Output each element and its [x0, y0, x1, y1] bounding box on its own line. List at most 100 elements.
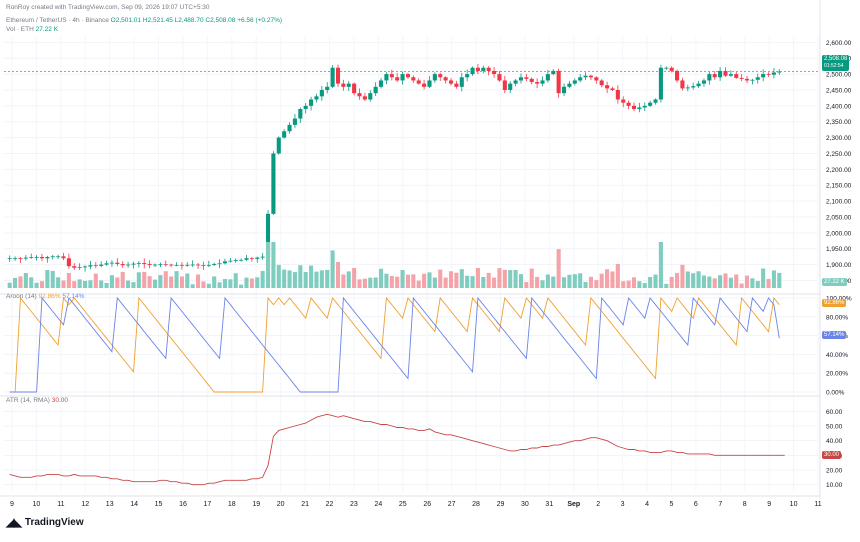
- aroon-down-legend-value: 57.14%: [62, 293, 85, 300]
- volume-bar: [626, 280, 631, 288]
- volume-bar: [524, 282, 529, 288]
- volume-bar: [400, 270, 405, 288]
- candle-body: [465, 74, 470, 78]
- x-tick-label: 9: [10, 501, 14, 508]
- candle-body: [303, 105, 308, 110]
- candle-body: [212, 263, 217, 265]
- volume-bar: [239, 284, 244, 288]
- volume-bar: [384, 273, 389, 288]
- candle-body: [39, 256, 45, 259]
- candle-body: [228, 260, 233, 262]
- aroon-up-legend-value: 92.86%: [38, 293, 61, 300]
- volume-bar: [492, 277, 497, 288]
- volume-bar: [99, 280, 104, 288]
- volume-bar: [368, 277, 373, 288]
- candle-body: [405, 74, 410, 78]
- volume-bar: [761, 268, 766, 288]
- volume-bar: [438, 269, 443, 288]
- candle-body: [282, 131, 287, 138]
- volume-bar: [233, 273, 238, 288]
- candle-body: [427, 80, 432, 87]
- price-axis-tick: 2,050.00: [826, 214, 852, 221]
- candle-body: [136, 263, 141, 264]
- x-tick-label: 25: [399, 501, 407, 508]
- volume-bar: [7, 282, 12, 288]
- volume-bar: [508, 270, 513, 288]
- price-badge-timer: 01:52:54: [824, 63, 844, 69]
- volume-bar: [669, 276, 674, 288]
- candle-body: [373, 86, 378, 94]
- volume-bar: [572, 274, 577, 288]
- atr-axis-tick: 50.00: [826, 424, 843, 431]
- volume-bar: [685, 271, 690, 288]
- x-tick-label: 14: [130, 501, 138, 508]
- x-tick-label: 27: [448, 501, 456, 508]
- ohlc-change: +6.56 (+0.27%): [237, 17, 283, 24]
- volume-bar: [255, 277, 260, 288]
- candle-body: [701, 80, 707, 84]
- atr-label: ATR (14, RMA): [6, 397, 50, 404]
- volume-bar: [330, 250, 335, 288]
- atr-axis-tick: 60.00: [826, 409, 843, 416]
- candle-body: [319, 89, 324, 97]
- candle-body: [7, 258, 12, 260]
- volume-bar: [621, 281, 626, 288]
- candle-body: [120, 263, 125, 266]
- volume-bar: [82, 280, 88, 288]
- candle-body: [637, 107, 642, 110]
- volume-bar: [561, 277, 567, 288]
- candle-body: [502, 80, 507, 90]
- candle-body: [56, 256, 61, 258]
- volume-bar: [185, 273, 190, 288]
- candle-body: [379, 80, 384, 87]
- volume-bar: [470, 276, 475, 288]
- volume-bar: [179, 276, 184, 288]
- candle-body: [244, 258, 249, 260]
- volume-bar: [691, 273, 696, 288]
- volume-bar: [335, 262, 341, 288]
- candle-body: [750, 79, 755, 81]
- candle-body: [34, 256, 39, 258]
- volume-bar: [594, 280, 599, 288]
- candle-body: [292, 118, 297, 125]
- candle-body: [448, 80, 454, 84]
- volume-bar: [535, 276, 540, 288]
- x-tick-label: 6: [694, 501, 698, 508]
- candle-body: [669, 67, 674, 71]
- x-tick-label: 12: [81, 501, 89, 508]
- price-badge: 2,508.08 01:52:54: [822, 55, 850, 71]
- candle-body: [561, 86, 567, 94]
- price-axis-tick: 2,450.00: [826, 87, 852, 94]
- candle-body: [556, 70, 561, 94]
- candle-body: [239, 259, 244, 261]
- volume-bar: [147, 276, 152, 288]
- candle-body: [443, 77, 448, 81]
- candle-body: [206, 264, 211, 266]
- candle-body: [761, 74, 766, 78]
- candle-body: [152, 264, 158, 266]
- x-tick-label: 16: [179, 501, 187, 508]
- candle-body: [362, 96, 367, 100]
- candle-body: [691, 86, 696, 88]
- volume-bar: [675, 273, 680, 288]
- volume-bar: [115, 277, 120, 288]
- ohlc-close: C2,508.08: [205, 17, 236, 24]
- candle-body: [147, 263, 152, 265]
- candle-body: [422, 83, 427, 87]
- volume-bar: [416, 280, 421, 288]
- volume-bar: [465, 275, 470, 288]
- aroon-axis-tick: 0.00%: [826, 390, 845, 397]
- x-tick-label: 9: [767, 501, 771, 508]
- volume-bar: [637, 281, 642, 288]
- volume-bar: [228, 279, 233, 288]
- candle-body: [680, 80, 685, 89]
- candle-body: [115, 262, 120, 264]
- volume-bar: [707, 276, 712, 288]
- atr-axis-tick: 20.00: [826, 468, 843, 475]
- volume-bar: [664, 283, 669, 288]
- candle-body: [626, 102, 631, 106]
- volume-bar: [718, 275, 723, 288]
- volume-bar: [163, 271, 168, 288]
- volume-bar: [196, 274, 201, 288]
- x-tick-label: 20: [277, 501, 285, 508]
